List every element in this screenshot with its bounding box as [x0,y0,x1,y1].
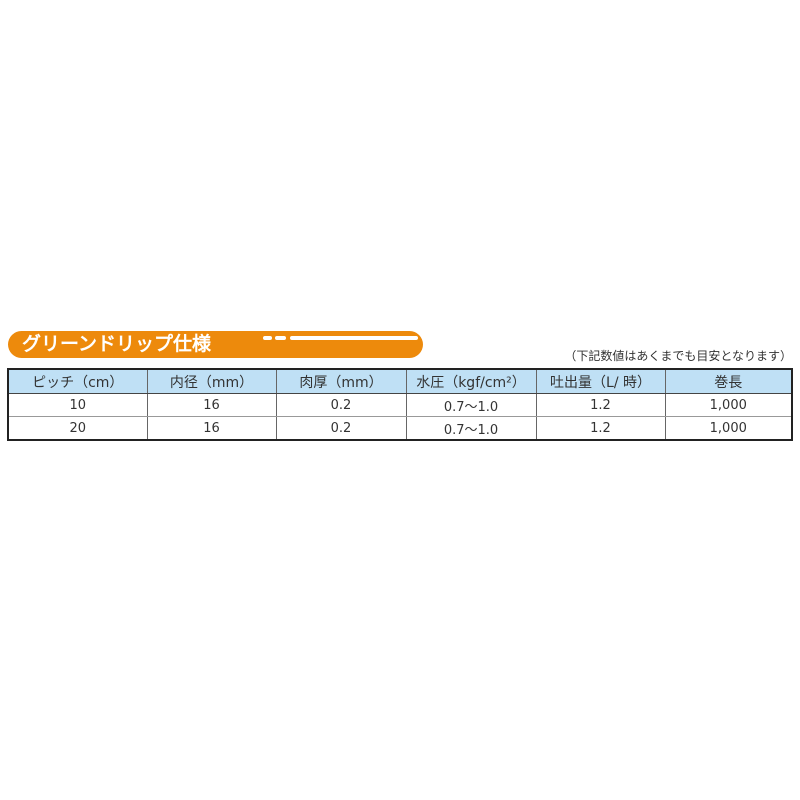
spec-table: ピッチ（cm） 内径（mm） 肉厚（mm） 水圧（kgf/cm²） 吐出量（L/… [7,368,793,441]
header-pitch: ピッチ（cm） [8,369,147,394]
table-row: 20 16 0.2 0.7〜1.0 1.2 1,000 [8,416,792,440]
table-cell: 0.2 [275,393,406,417]
section-banner: グリーンドリップ仕様 [8,331,423,358]
table-cell: 1.2 [535,393,665,417]
table-header-row: ピッチ（cm） 内径（mm） 肉厚（mm） 水圧（kgf/cm²） 吐出量（L/… [8,369,792,394]
table-cell: 20 [69,420,87,436]
table-cell: 1.2 [535,416,665,440]
table-cell: 0.2 [275,416,406,440]
table-cell: 0.7〜1.0 [405,416,536,440]
header-discharge: 吐出量（L/ 時） [535,369,665,394]
header-thickness: 肉厚（mm） [275,369,406,394]
decor-line [290,336,418,340]
decor-dash [263,336,272,340]
disclaimer-note: （下記数値はあくまでも目安となります） [564,349,792,363]
section-title: グリーンドリップ仕様 [22,333,212,355]
table-cell: 1,000 [664,416,792,440]
decor-dash [275,336,286,340]
table-row: 10 16 0.2 0.7〜1.0 1.2 1,000 [8,393,792,417]
table-cell: 1,000 [664,393,792,417]
header-roll-length: 巻長 [664,369,792,394]
table-cell: 16 [146,393,276,417]
table-cell: 0.7〜1.0 [405,393,536,417]
header-inner-diameter: 内径（mm） [146,369,276,394]
table-cell: 16 [146,416,276,440]
header-water-pressure: 水圧（kgf/cm²） [405,369,536,394]
table-cell: 10 [8,393,147,417]
